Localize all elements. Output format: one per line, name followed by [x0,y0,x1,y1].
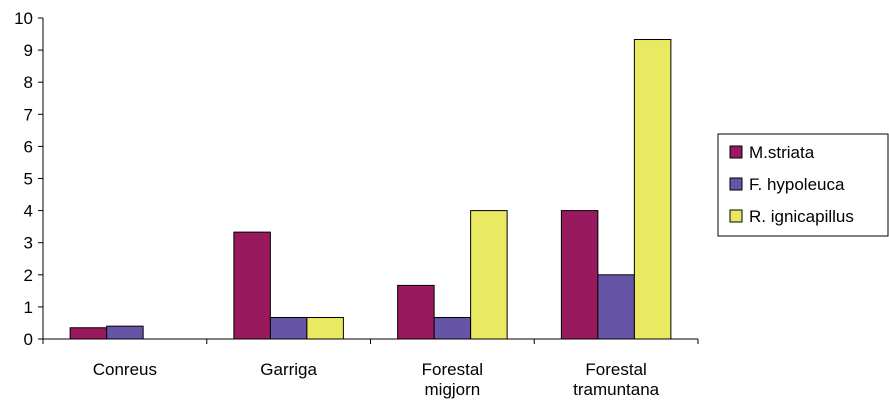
category-label: tramuntana [573,380,660,399]
bar-f-hypoleuca-1 [269,316,308,340]
bar-m-striata-2 [397,284,435,340]
category-label: Forestal [422,360,483,379]
bar-r-ignicapillus-2 [470,210,508,340]
legend-swatch [729,145,743,159]
bar-r-ignicapillus-3 [633,39,672,340]
bar-m-striata-1 [233,231,271,340]
y-tick-label: 0 [24,330,33,349]
bar-f-hypoleuca-0 [106,325,144,340]
category-label: Forestal [585,360,646,379]
bar-m-striata-3 [560,210,599,340]
y-tick-label: 6 [24,137,33,156]
bar-f-hypoleuca-3 [597,274,635,340]
x-axis-labels: Conreus Garriga ForestalmigjornForestaltra… [93,360,660,399]
y-tick-label: 4 [24,202,33,221]
category-label: migjorn [425,380,481,399]
legend-box [717,133,889,237]
legend-label: R. ignicapillus [749,207,854,226]
legend-label: F. hypoleuca [749,175,845,194]
y-tick-label: 10 [14,9,33,28]
legend: M.striata F. hypoleuca R. ignicapillus [717,133,889,237]
y-tick-label: 1 [24,298,33,317]
bar-m-striata-0 [69,327,108,340]
y-axis-ticks: 0 1 2 3 4 5 6 7 8 9 10 [14,9,699,349]
y-tick-label: 3 [24,234,33,253]
y-tick-label: 7 [24,105,33,124]
legend-swatch [729,177,743,191]
bar-f-hypoleuca-2 [433,316,472,340]
legend-swatch [729,209,743,223]
bars-group [69,39,672,340]
bar-r-ignicapillus-1 [306,316,344,340]
category-label: Garriga [260,360,317,379]
y-tick-label: 5 [24,170,33,189]
legend-label: M.striata [749,143,815,162]
y-tick-label: 2 [24,266,33,285]
category-label: Conreus [93,360,157,379]
y-tick-label: 9 [24,41,33,60]
y-tick-label: 8 [24,73,33,92]
